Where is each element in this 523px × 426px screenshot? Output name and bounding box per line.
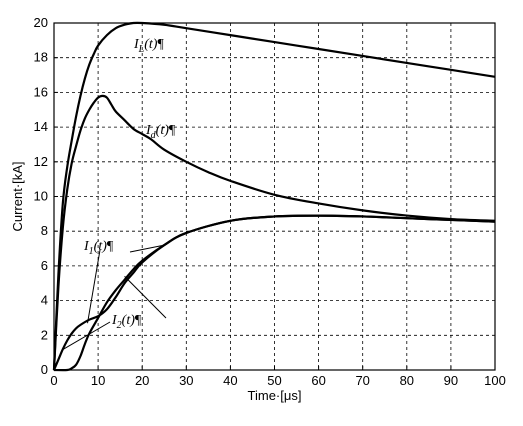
curve-il (52, 21, 496, 371)
label-main: I (83, 239, 90, 254)
x-tick-labels: 0 10 20 30 40 50 60 70 80 90 100 (50, 366, 506, 388)
x-tick-label: 70 (355, 373, 369, 388)
y-tick-labels: 0 2 4 6 8 10 12 14 16 18 20 (34, 15, 58, 377)
curve-id (52, 94, 496, 371)
y-axis-title: Current·[kA] (10, 161, 25, 231)
label-sub: 1 (89, 246, 94, 257)
label-il: IL(t)¶ (133, 37, 164, 55)
y-tick-label: 2 (41, 327, 48, 342)
x-tick-label: 60 (311, 373, 325, 388)
y-tick-label: 4 (41, 293, 48, 308)
x-tick-label: 100 (484, 373, 506, 388)
x-tick-label: 50 (267, 373, 281, 388)
x-tick-label: 10 (91, 373, 105, 388)
y-tick-label: 12 (34, 154, 48, 169)
label-i1: I1(t)¶ (83, 239, 114, 257)
label-main: I (133, 37, 140, 52)
x-axis-title: Time·[μs] (248, 388, 302, 403)
leader-line (124, 275, 167, 319)
y-tick-label: 8 (41, 223, 48, 238)
x-tick-label: 40 (223, 373, 237, 388)
curve-i1 (52, 214, 496, 371)
y-tick-label: 6 (41, 258, 48, 273)
x-tick-label: 20 (135, 373, 149, 388)
y-tick-label: 0 (41, 362, 48, 377)
label-rest: (t) (94, 239, 108, 254)
grid (54, 23, 495, 370)
label-mark: ¶ (157, 37, 164, 52)
label-rest: (t) (144, 37, 158, 52)
label-sub: L (138, 44, 145, 55)
label-rest: (t) (156, 123, 170, 138)
label-id: Id(t)¶ (145, 123, 176, 141)
leader-line (61, 321, 111, 351)
y-tick-label: 14 (34, 119, 48, 134)
label-mark: ¶ (107, 239, 114, 254)
y-tick-label: 20 (34, 15, 48, 30)
label-rest: (t) (122, 313, 136, 328)
curves (52, 21, 496, 372)
curve-labels: IL(t)¶Id(t)¶I1(t)¶I2(t)¶ (83, 37, 176, 331)
label-main: I (145, 123, 152, 138)
y-tick-label: 10 (34, 189, 48, 204)
leader-line (87, 249, 101, 324)
x-tick-label: 80 (400, 373, 414, 388)
label-sub: 2 (117, 320, 122, 331)
label-mark: ¶ (135, 313, 142, 328)
x-tick-label: 0 (50, 373, 57, 388)
label-sub: d (151, 130, 157, 141)
x-tick-label: 30 (179, 373, 193, 388)
curve-i2 (53, 214, 496, 372)
leader-line (129, 244, 165, 253)
label-mark: ¶ (169, 123, 176, 138)
y-tick-label: 18 (34, 50, 48, 65)
label-i2: I2(t)¶ (111, 313, 142, 331)
label-main: I (111, 313, 118, 328)
label-leaders (61, 244, 167, 351)
y-tick-label: 16 (34, 84, 48, 99)
x-tick-label: 90 (444, 373, 458, 388)
